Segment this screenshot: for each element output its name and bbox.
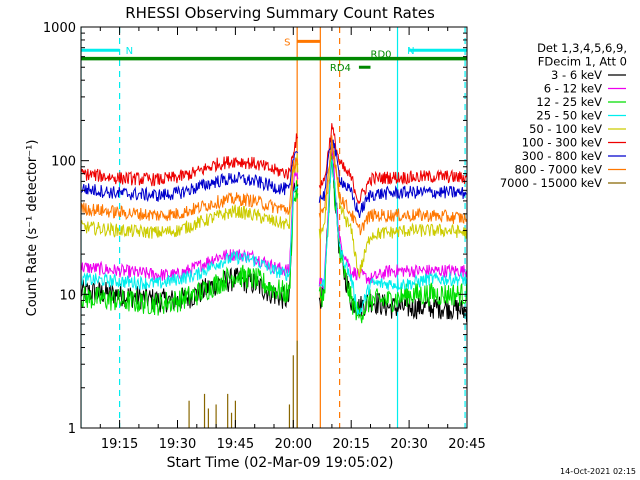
legend-label: 12 - 25 keV (536, 95, 602, 109)
y-tick-label: 100 (51, 155, 76, 170)
x-tick-label: 20:00 (275, 437, 312, 452)
legend-header-line: Det 1,3,4,5,6,9, (537, 41, 627, 55)
series-line-6 (81, 137, 467, 218)
legend-label: 6 - 12 keV (544, 82, 602, 96)
annotation-label-2: S (284, 37, 290, 48)
x-tick-label: 19:15 (101, 437, 138, 452)
legend-label: 100 - 300 keV (522, 136, 602, 150)
legend: Det 1,3,4,5,6,9,FDecim 1, Att 03 - 6 keV… (500, 41, 627, 190)
annotation-label-4: RD4 (330, 63, 351, 74)
annotation-label-0: N (126, 46, 133, 57)
x-tick-label: 19:30 (159, 437, 196, 452)
plot-area: N N S RD0 RD4 (81, 27, 467, 428)
y-tick-label: 1 (68, 422, 76, 437)
legend-label: 300 - 800 keV (522, 149, 602, 163)
y-tick-label: 10 (59, 288, 76, 303)
x-tick-label: 19:45 (217, 437, 254, 452)
y-axis-label: Count Rate (s⁻¹ detector⁻¹) (25, 140, 40, 317)
y-tick-label: 1000 (43, 21, 76, 36)
annotation-label-1: N (407, 46, 414, 57)
legend-header-line: FDecim 1, Att 0 (538, 55, 627, 69)
legend-label: 7000 - 15000 keV (500, 176, 602, 190)
axes: 1 10 100 1000 19:15 19:30 19:45 20:00 20:15 20:30… (43, 21, 486, 452)
x-tick-label: 20:15 (332, 437, 369, 452)
x-tick-label: 20:45 (448, 437, 485, 452)
series-line-5 (81, 123, 467, 205)
timestamp-text: 14-Oct-2021 02:15 (560, 467, 636, 476)
series-line-1 (81, 142, 467, 290)
x-tick-label: 20:30 (390, 437, 427, 452)
x-axis-label: Start Time (02-Mar-09 19:05:02) (167, 455, 394, 471)
legend-label: 25 - 50 keV (536, 109, 602, 123)
series-line-2 (81, 155, 467, 324)
series-line-7 (81, 135, 467, 236)
annotation-label-3: RD0 (371, 50, 392, 61)
series-line-4 (81, 142, 467, 278)
legend-label: 50 - 100 keV (529, 122, 602, 136)
legend-label: 3 - 6 keV (551, 68, 602, 82)
chart-title: RHESSI Observing Summary Count Rates (125, 4, 435, 22)
plot-frame (80, 26, 468, 429)
legend-label: 800 - 7000 keV (514, 163, 602, 177)
series-line-3 (81, 158, 467, 315)
